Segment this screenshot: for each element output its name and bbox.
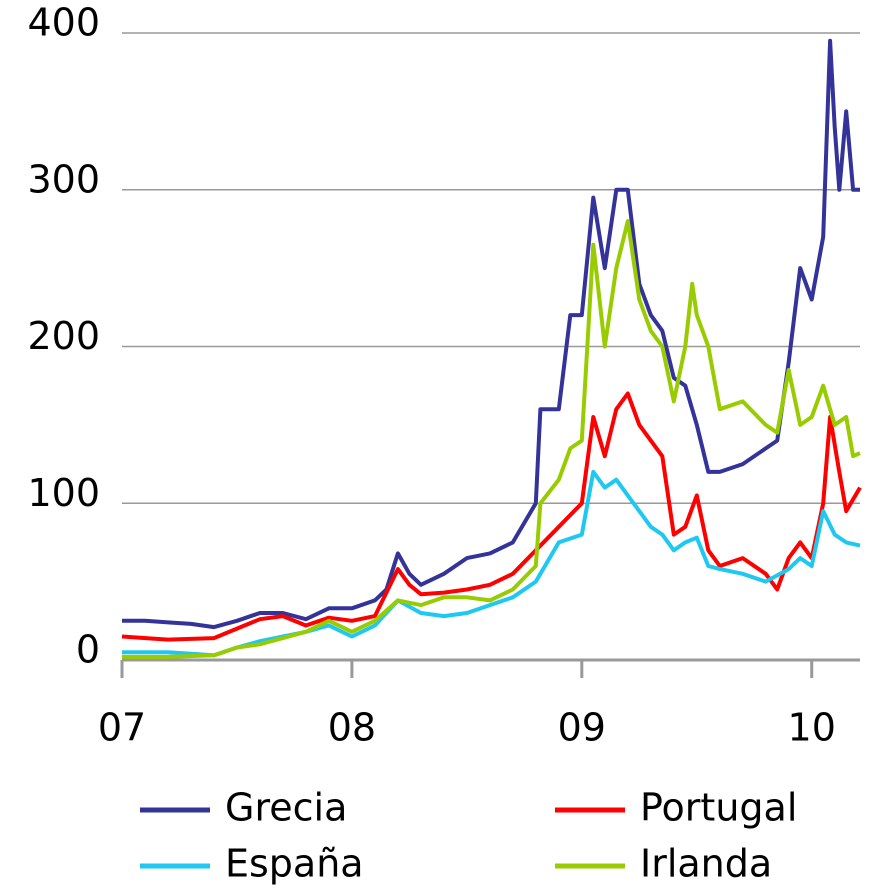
x-tick-label: 10 — [788, 706, 836, 750]
legend-label: Grecia — [225, 786, 347, 830]
x-tick-label: 09 — [558, 706, 606, 750]
legend-label: Portugal — [640, 786, 797, 830]
line-series — [122, 38, 860, 630]
y-tick-label: 400 — [27, 1, 100, 45]
y-tick-label: 200 — [27, 314, 100, 358]
x-tick-label: 07 — [98, 706, 146, 750]
y-tick-label: 300 — [27, 157, 100, 201]
line-series — [122, 219, 861, 659]
y-tick-label: 100 — [27, 471, 100, 515]
legend-label: Irlanda — [640, 842, 772, 886]
x-tick-label: 08 — [328, 706, 376, 750]
line-series — [121, 391, 862, 642]
line-series — [122, 469, 861, 658]
y-tick-label: 0 — [76, 628, 100, 672]
legend-label: España — [225, 842, 364, 886]
